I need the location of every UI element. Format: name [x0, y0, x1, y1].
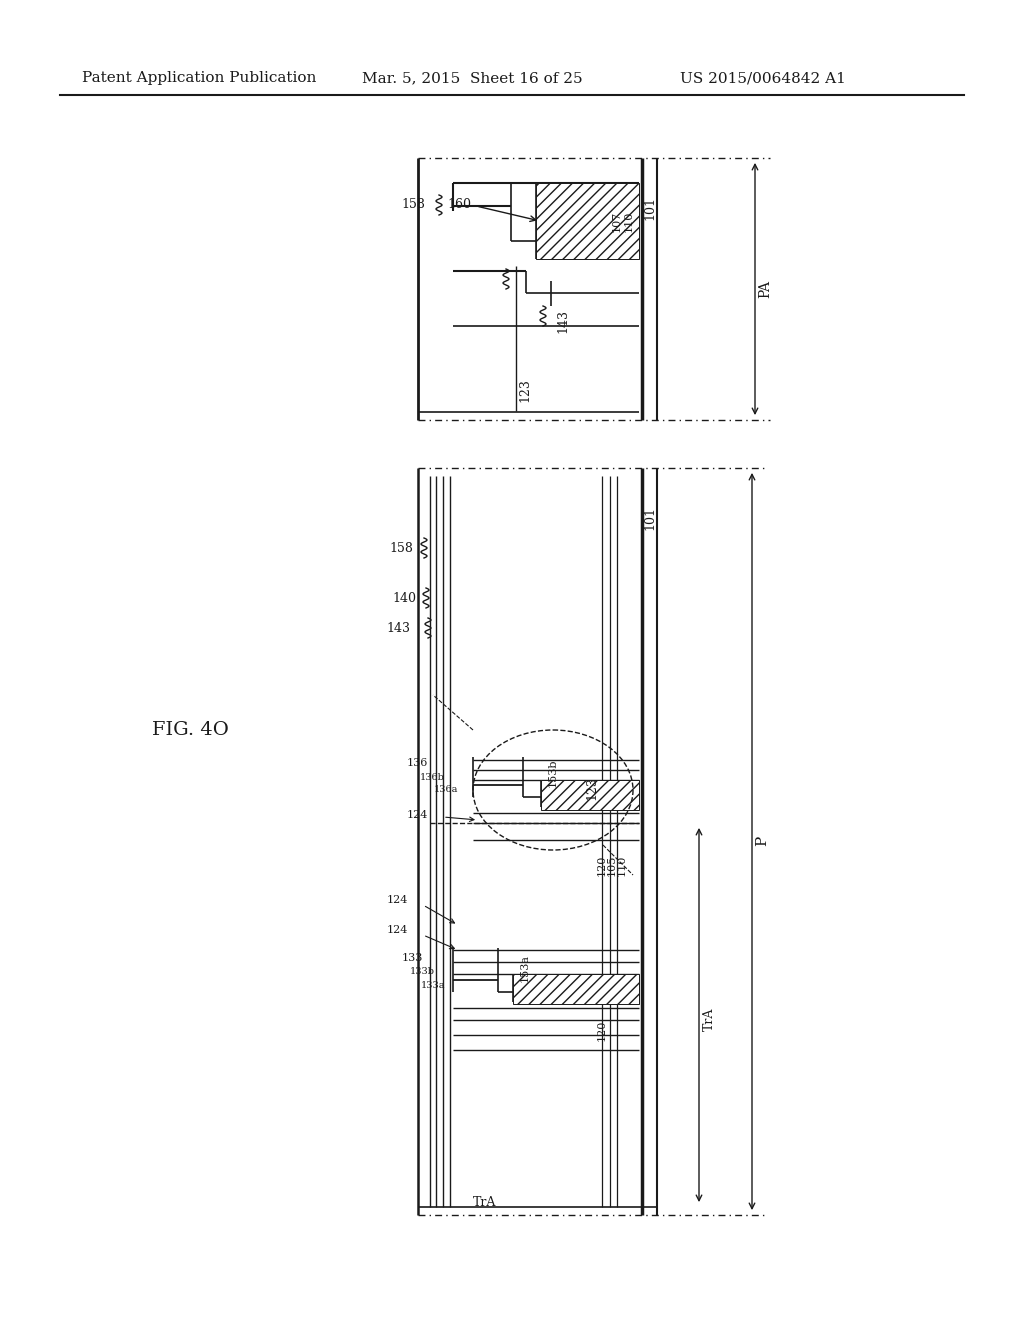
Text: 158: 158 — [389, 541, 413, 554]
Text: 101: 101 — [643, 195, 656, 220]
Bar — [541, 780, 639, 810]
Text: 120: 120 — [597, 1019, 607, 1040]
Text: 124: 124 — [387, 895, 408, 906]
Text: TrA: TrA — [702, 1007, 716, 1031]
Text: 140: 140 — [392, 591, 416, 605]
Text: 143: 143 — [386, 622, 410, 635]
Text: 136: 136 — [407, 758, 428, 768]
Text: 133a: 133a — [421, 981, 445, 990]
Text: 158: 158 — [401, 198, 425, 211]
Text: 133: 133 — [401, 953, 423, 964]
Text: 153a: 153a — [520, 954, 530, 982]
Text: 110: 110 — [624, 210, 634, 232]
Bar — [513, 974, 639, 1005]
Text: FIG. 4O: FIG. 4O — [152, 721, 228, 739]
Text: 105: 105 — [607, 854, 617, 875]
Text: 123: 123 — [586, 776, 598, 800]
Text: 160: 160 — [447, 198, 471, 210]
Text: 107: 107 — [612, 210, 622, 231]
Text: 153b: 153b — [548, 759, 558, 787]
Text: 136a: 136a — [433, 785, 458, 795]
Text: TrA: TrA — [473, 1196, 497, 1209]
Text: 120: 120 — [597, 854, 607, 875]
Text: 124: 124 — [387, 925, 408, 935]
Text: PA: PA — [758, 280, 772, 298]
Bar — [536, 183, 639, 259]
Text: US 2015/0064842 A1: US 2015/0064842 A1 — [680, 71, 846, 84]
Text: Mar. 5, 2015  Sheet 16 of 25: Mar. 5, 2015 Sheet 16 of 25 — [362, 71, 583, 84]
Text: 136b: 136b — [420, 772, 445, 781]
Text: 143: 143 — [556, 309, 569, 333]
Text: P: P — [755, 836, 769, 846]
Text: 133b: 133b — [410, 968, 435, 977]
Text: 110: 110 — [617, 854, 627, 875]
Text: 124: 124 — [407, 810, 428, 820]
Text: Patent Application Publication: Patent Application Publication — [82, 71, 316, 84]
Text: 101: 101 — [643, 506, 656, 531]
Text: 123: 123 — [518, 378, 531, 401]
